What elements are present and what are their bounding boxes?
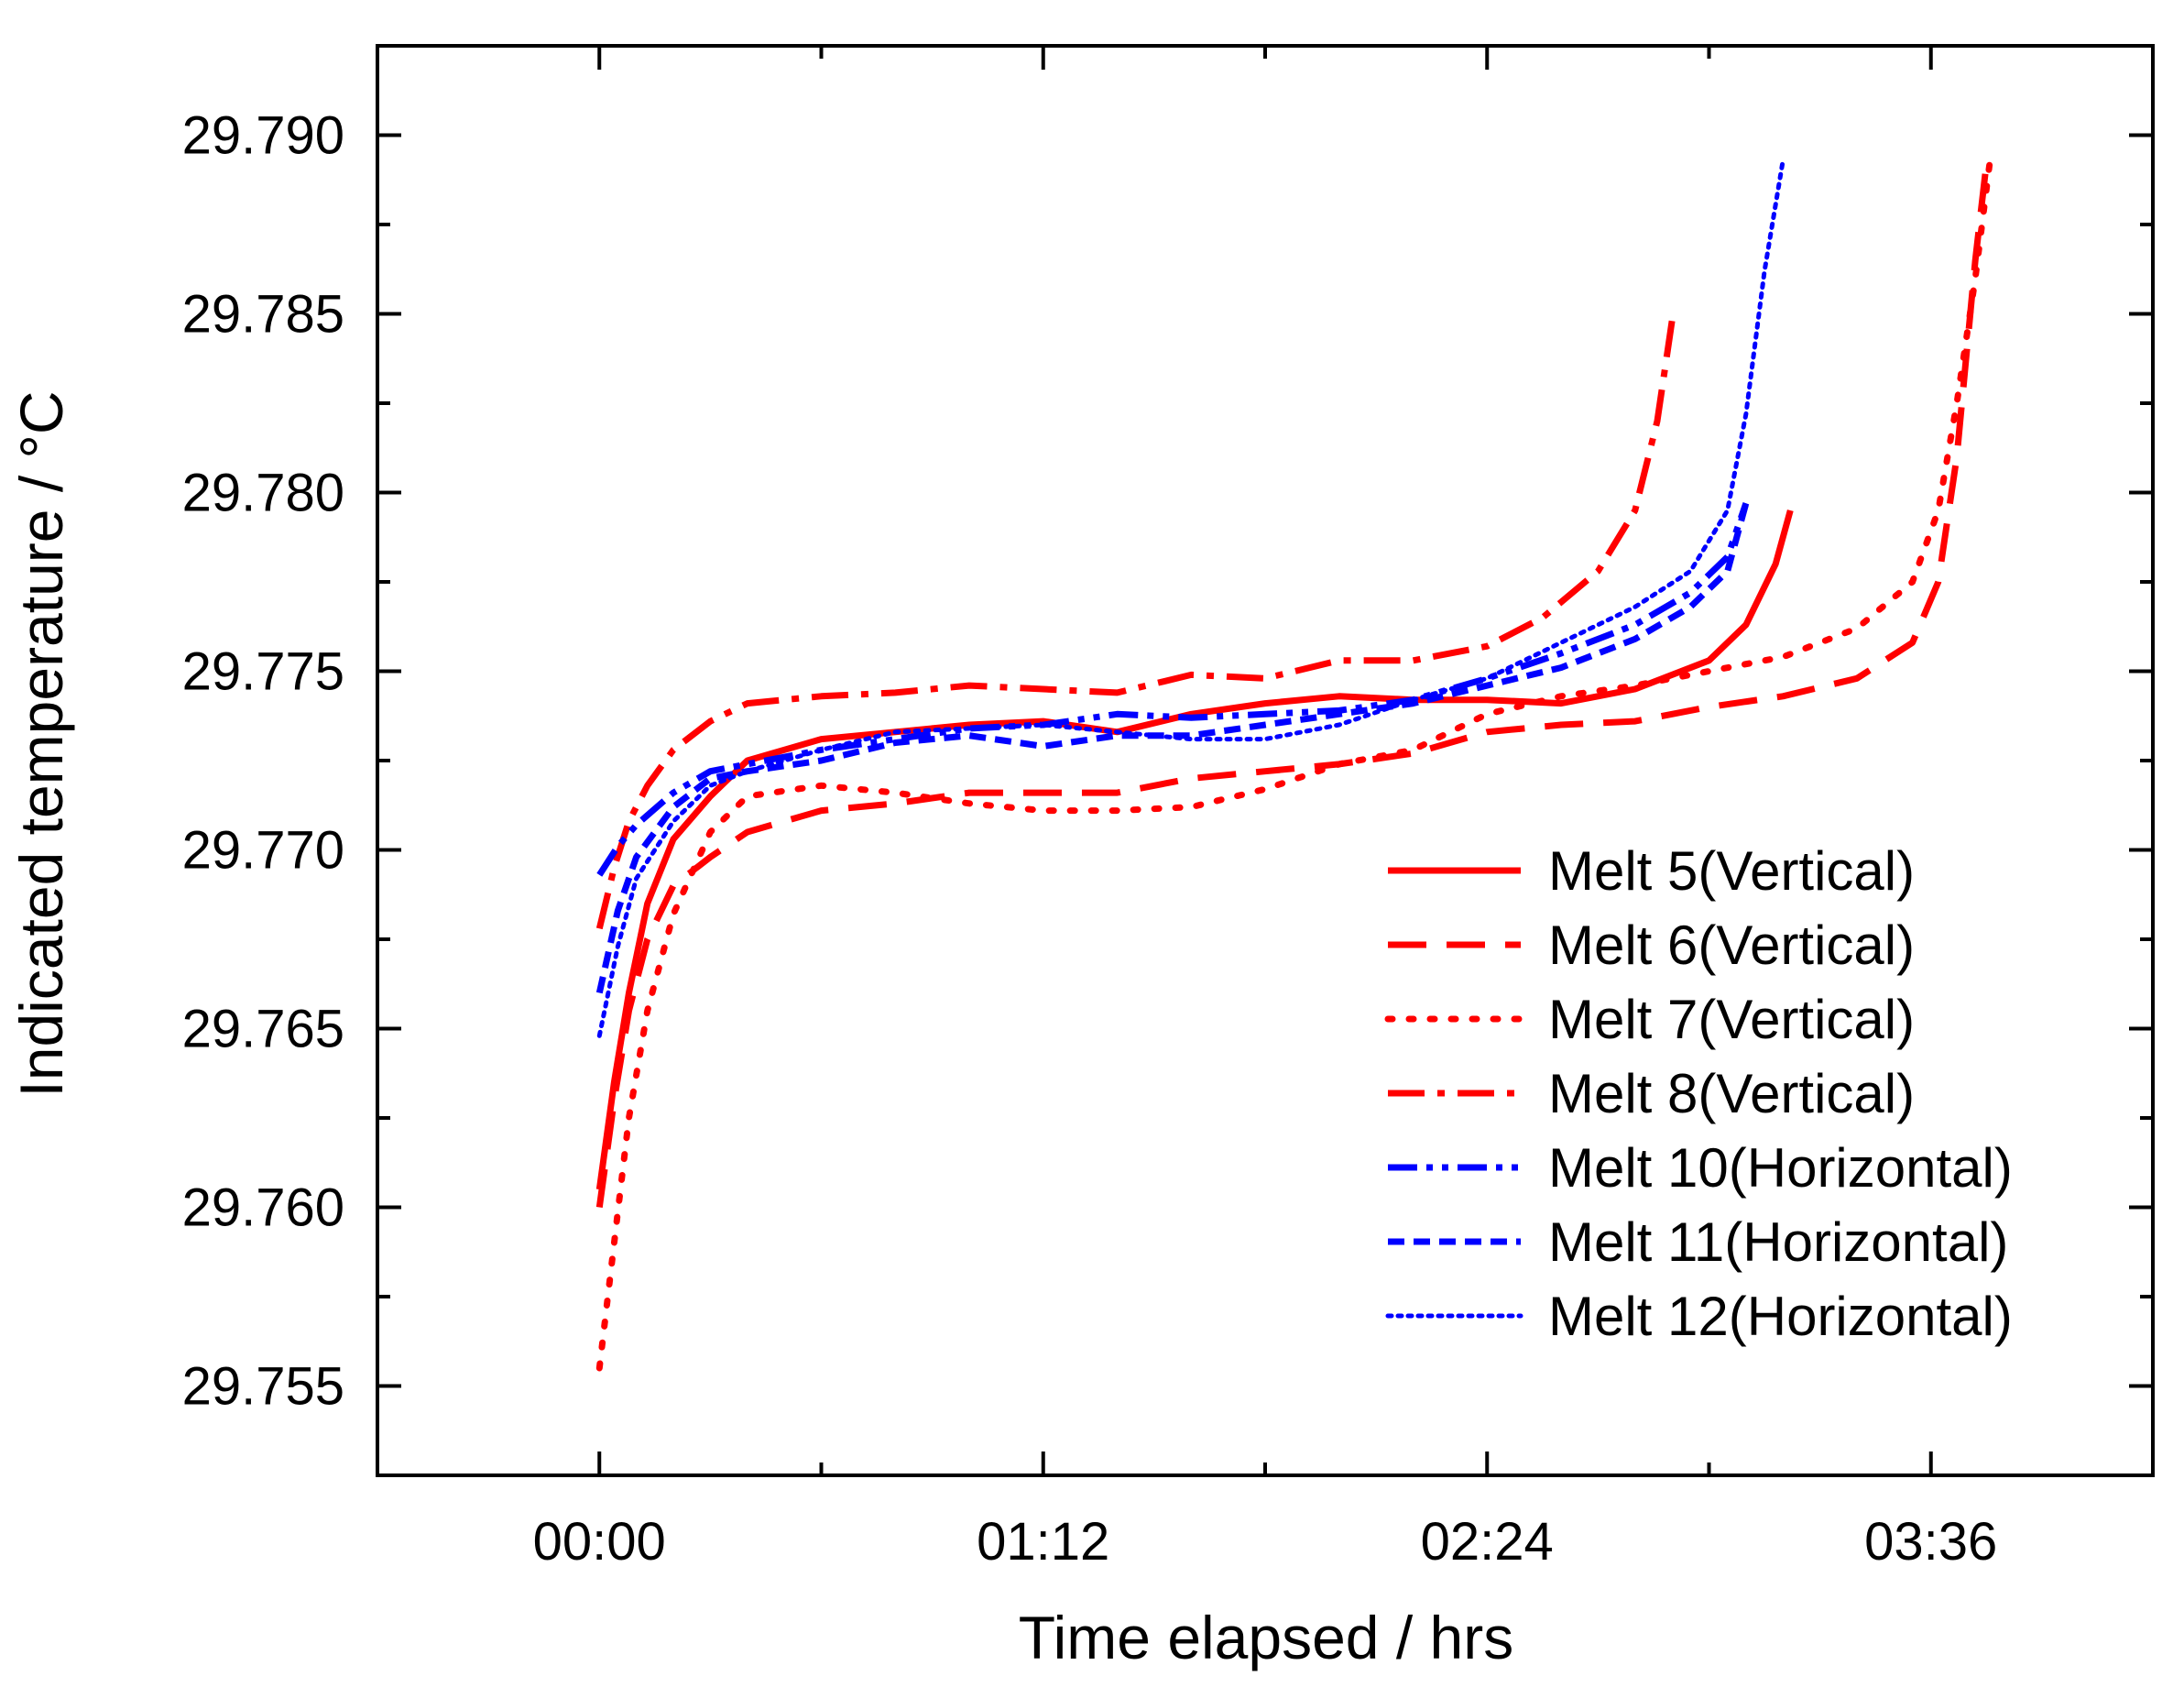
series-line-6: [595, 502, 1750, 994]
series-line-3: [595, 157, 1993, 1372]
axes: 29.755 29.760 29.765 29.770 29.775 29.780 29.7…: [182, 44, 2155, 1572]
series-line-7: [596, 158, 1785, 1038]
y-axis-title: Indicated temperature / °C: [7, 390, 75, 1097]
series-line-2: [595, 163, 1990, 1208]
x-axis-title: Time elapsed / hrs: [1019, 1604, 1513, 1671]
y-tick-label: 29.765: [182, 1000, 344, 1059]
y-tick-label: 29.790: [182, 106, 344, 166]
y-tick-label: 29.770: [182, 821, 344, 881]
legend-label-4: Melt 8(Vertical): [1548, 1063, 1915, 1124]
legend-label-3: Melt 7(Vertical): [1548, 989, 1915, 1050]
y-tick-label: 29.785: [182, 285, 344, 345]
x-tick-label: 03:36: [1864, 1512, 1997, 1572]
series-line-4: [595, 320, 1676, 930]
x-tick-label: 01:12: [977, 1512, 1109, 1572]
legend-label-7: Melt 12(Horizontal): [1548, 1286, 2013, 1347]
legend-label-6: Melt 11(Horizontal): [1548, 1211, 2008, 1273]
y-tick-label: 29.760: [182, 1178, 344, 1238]
y-tick-label: 29.755: [182, 1357, 344, 1417]
series-line-5: [596, 502, 1750, 877]
legend-label-1: Melt 5(Vertical): [1548, 840, 1915, 902]
legend: Melt 5(Vertical) Melt 6(Vertical) Melt 7(V…: [1384, 840, 2013, 1347]
legend-label-5: Melt 10(Horizontal): [1548, 1137, 2013, 1199]
plot-area: [595, 157, 1993, 1372]
x-tick-label: 02:24: [1421, 1512, 1554, 1572]
legend-label-2: Melt 6(Vertical): [1548, 915, 1915, 976]
y-tick-label: 29.780: [182, 464, 344, 523]
x-tick-label: 00:00: [533, 1512, 666, 1572]
y-tick-label: 29.775: [182, 642, 344, 702]
